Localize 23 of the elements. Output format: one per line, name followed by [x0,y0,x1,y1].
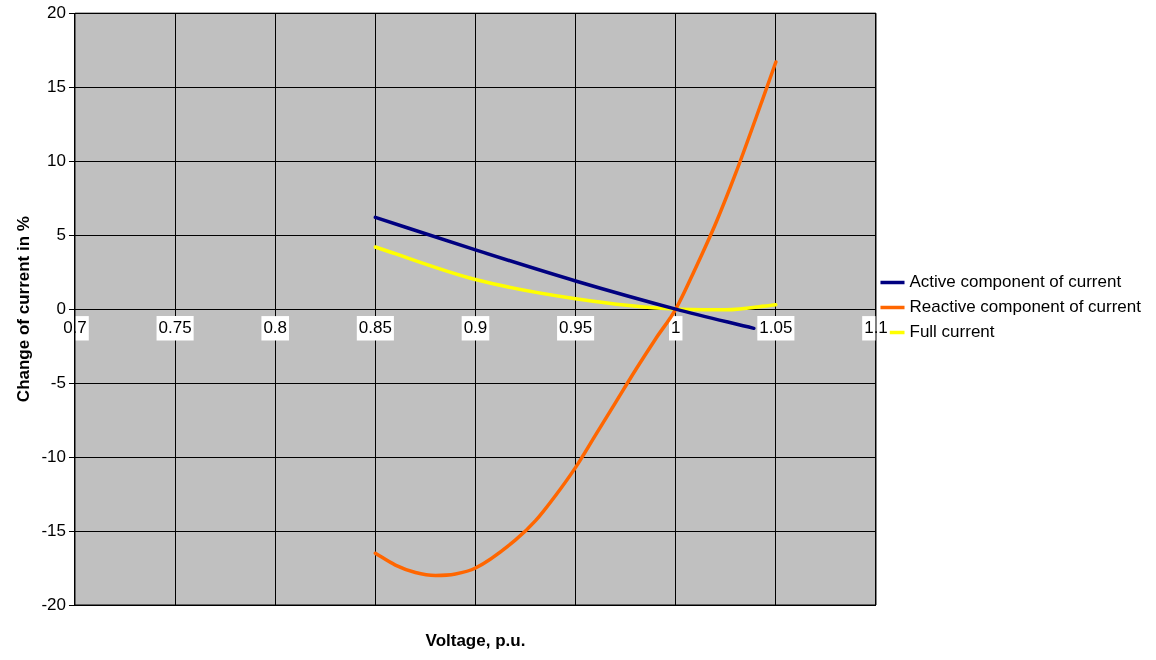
x-axis-title: Voltage, p.u. [425,630,526,650]
y-tick-label: 15 [47,76,66,96]
y-tick-label: -15 [41,520,66,540]
x-tick-label: 0.75 [158,317,192,337]
x-tick-label: 0.95 [559,317,593,337]
x-tick-label: 0.8 [263,317,288,337]
y-axis-title: Change of current in % [13,216,33,403]
legend-label: Full current [909,322,995,342]
y-tick-label: -20 [41,594,66,614]
x-tick-label: 1.05 [759,317,793,337]
y-tick-label: 10 [47,150,66,170]
x-tick-label: 0.85 [358,317,392,337]
y-tick-label: 5 [56,224,66,244]
x-tick-label: 1.1 [864,317,888,337]
y-tick-label: -10 [41,446,66,466]
x-tick-label: 1 [671,317,681,337]
y-tick-label: 20 [47,2,66,22]
y-tick-label: 0 [56,298,66,318]
legend-label: Active component of current [909,272,1122,292]
line-series [373,245,778,312]
y-tick-label: -5 [50,372,66,392]
x-tick-label: 0.9 [463,317,488,337]
legend-label: Reactive component of current [909,297,1142,317]
